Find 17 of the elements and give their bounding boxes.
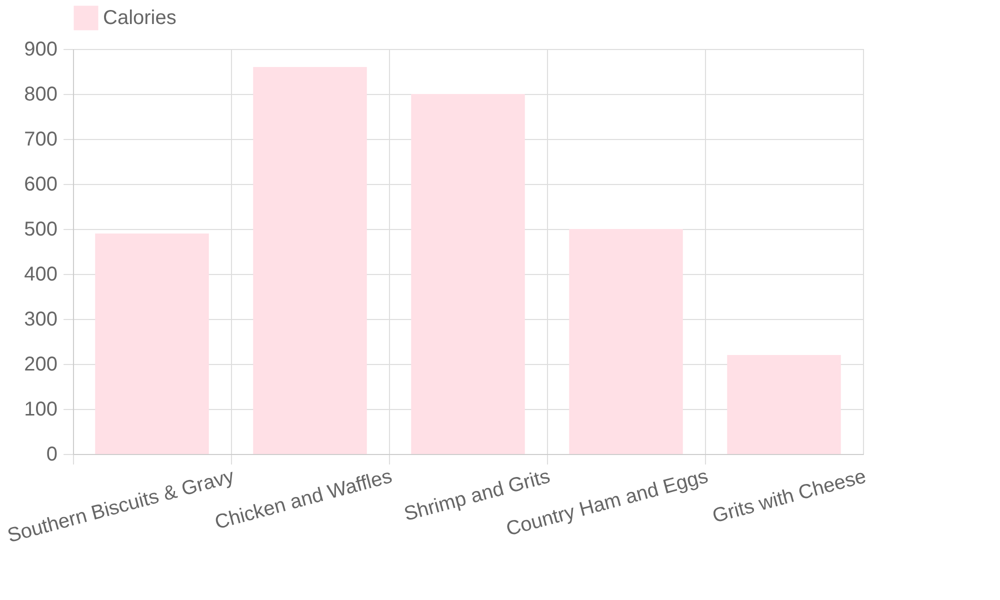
bar <box>95 234 209 454</box>
y-tick-label: 600 <box>24 174 58 196</box>
y-tick-label: 100 <box>24 398 58 420</box>
bar <box>727 355 841 454</box>
legend-label: Calories <box>103 7 176 29</box>
y-tick-label: 500 <box>24 218 58 240</box>
bar <box>253 67 367 454</box>
y-tick-label: 700 <box>24 128 58 150</box>
y-tick-label: 800 <box>24 84 58 106</box>
y-tick-label: 900 <box>24 38 58 60</box>
y-tick-label: 0 <box>46 444 58 466</box>
y-tick-label: 400 <box>24 264 58 286</box>
y-tick-label: 300 <box>24 308 58 330</box>
bar <box>569 229 683 454</box>
y-tick-label: 200 <box>24 354 58 376</box>
x-tick-label: Grits with Cheese <box>710 466 868 528</box>
bar <box>411 94 525 454</box>
